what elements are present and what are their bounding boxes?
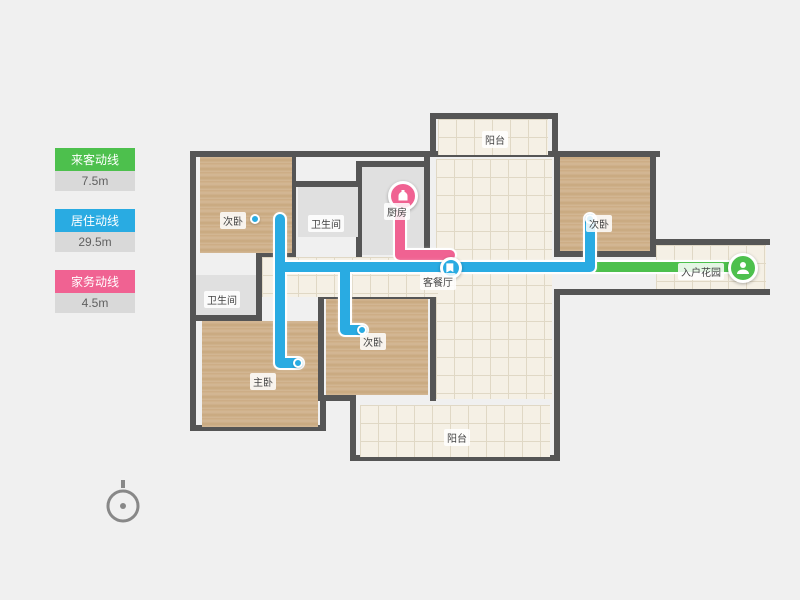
compass-icon (105, 480, 141, 529)
wall-segment (430, 113, 436, 157)
wall-segment (554, 251, 658, 257)
room-label-厨房: 厨房 (384, 203, 410, 220)
legend-living-value: 29.5m (55, 232, 135, 252)
legend: 来客动线 7.5m 居住动线 29.5m 家务动线 4.5m (55, 148, 135, 331)
room-label-入户花园: 入户花园 (678, 263, 724, 280)
legend-guest: 来客动线 7.5m (55, 148, 135, 191)
room-label-主卧: 主卧 (250, 373, 276, 390)
wall-segment (554, 395, 560, 461)
room-label-阳台-north: 阳台 (482, 131, 508, 148)
room-label-卫生间-upper: 卫生间 (308, 215, 344, 232)
room-label-阳台-south: 阳台 (444, 429, 470, 446)
node-start-green (728, 253, 758, 283)
room-label-卫生间-lower: 卫生间 (204, 291, 240, 308)
room-走廊 (262, 257, 438, 297)
room-label-走廊: 客餐厅 (420, 273, 456, 290)
flow-endpoint (250, 214, 260, 224)
room-次卧-right (560, 157, 650, 251)
wall-segment (350, 395, 356, 461)
wall-segment (552, 113, 558, 157)
wall-segment (554, 295, 560, 399)
flow-endpoint (293, 358, 303, 368)
wall-segment (318, 293, 324, 401)
room-label-次卧-left: 次卧 (220, 212, 246, 229)
legend-chore-title: 家务动线 (55, 270, 135, 293)
room-label-次卧-right: 次卧 (586, 215, 612, 232)
legend-chore-value: 4.5m (55, 293, 135, 313)
legend-guest-title: 来客动线 (55, 148, 135, 171)
legend-living: 居住动线 29.5m (55, 209, 135, 252)
room-label-次卧-center: 次卧 (360, 333, 386, 350)
legend-chore: 家务动线 4.5m (55, 270, 135, 313)
room-次卧-left (200, 157, 292, 253)
legend-guest-value: 7.5m (55, 171, 135, 191)
wall-segment (424, 151, 430, 259)
legend-living-title: 居住动线 (55, 209, 135, 232)
wall-segment (554, 289, 770, 295)
floorplan: 阳台次卧卫生间厨房次卧入户花园卫生间客餐厅主卧次卧阳台 (190, 95, 770, 495)
